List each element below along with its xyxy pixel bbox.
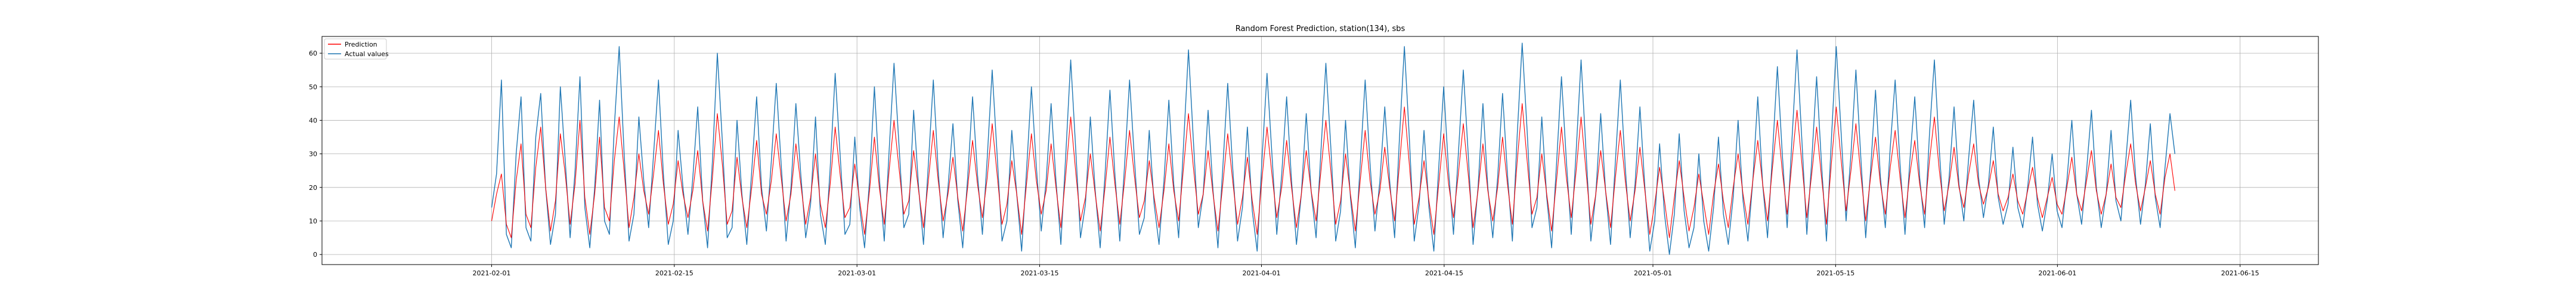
x-tick-label: 2021-04-15 (1425, 269, 1463, 277)
x-tick-label: 2021-05-15 (1816, 269, 1854, 277)
legend-label-actual-values: Actual values (345, 50, 389, 58)
series-line-prediction (491, 103, 2175, 238)
x-tick-label: 2021-03-01 (838, 269, 876, 277)
x-tick-label: 2021-06-15 (2221, 269, 2259, 277)
y-tick-label: 40 (309, 116, 317, 124)
y-tick-label: 20 (309, 184, 317, 192)
series-layer (491, 42, 2175, 255)
tick-layer: 2021-02-01 2021-02-15 2021-03-01 2021-03-15… (309, 50, 2259, 277)
y-tick-label: 10 (309, 217, 317, 225)
y-tick-label: 50 (309, 83, 317, 91)
chart-title: Random Forest Prediction, station(134), … (1236, 24, 1405, 33)
legend-label-prediction: Prediction (345, 41, 377, 48)
x-tick-label: 2021-03-15 (1021, 269, 1059, 277)
x-tick-label: 2021-02-01 (473, 269, 511, 277)
plot-frame (321, 36, 2319, 265)
x-tick-label: 2021-04-01 (1243, 269, 1281, 277)
y-tick-label: 60 (309, 50, 317, 57)
grid-layer (322, 36, 2318, 265)
x-tick-label: 2021-02-15 (655, 269, 693, 277)
y-tick-label: 0 (313, 251, 317, 259)
x-tick-label: 2021-06-01 (2038, 269, 2076, 277)
legend: Prediction Actual values (324, 38, 389, 60)
y-tick-label: 30 (309, 151, 317, 158)
x-tick-label: 2021-05-01 (1634, 269, 1672, 277)
